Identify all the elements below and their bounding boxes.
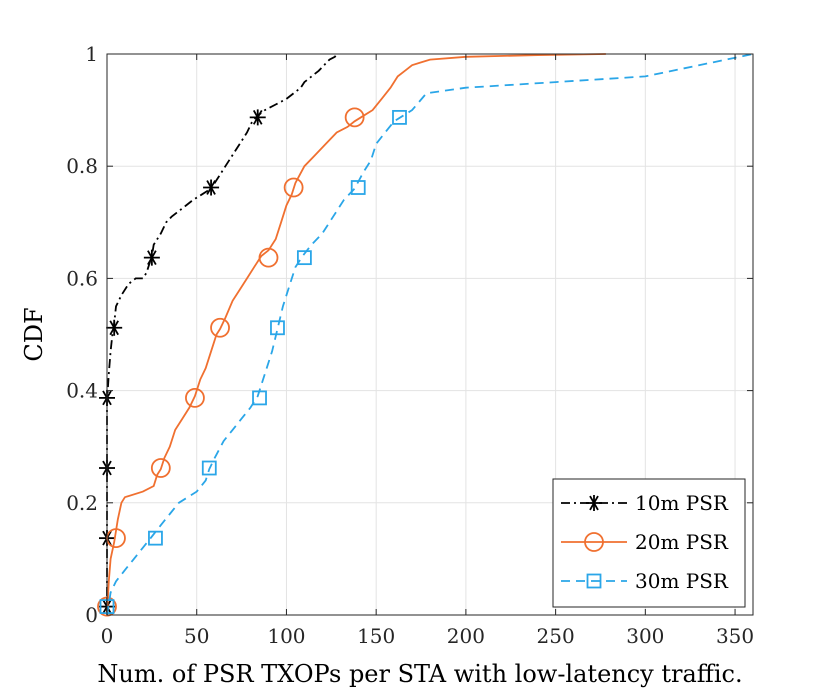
y-tick-label: 0.4	[66, 379, 98, 403]
legend-marker	[586, 573, 602, 589]
data-point-marker	[203, 179, 220, 196]
series-30m-psr	[99, 53, 754, 616]
x-axis-label: Num. of PSR TXOPs per STA with low-laten…	[97, 660, 742, 688]
data-point-marker	[185, 387, 205, 408]
legend-marker	[586, 495, 602, 511]
x-tick-label: 0	[101, 624, 114, 648]
data-point-marker	[143, 249, 160, 266]
x-tick-label: 300	[626, 624, 664, 648]
data-point-marker	[106, 319, 123, 336]
plot-frame	[106, 53, 754, 616]
legend-label: 20m PSR	[635, 530, 729, 554]
x-tick-label: 100	[267, 624, 305, 648]
y-tick-label: 0.8	[66, 154, 98, 178]
x-tick-label: 50	[184, 624, 209, 648]
y-tick-label: 0.2	[66, 491, 98, 515]
data-point-marker	[296, 250, 312, 266]
legend-item: 20m PSR	[561, 530, 729, 554]
series-line	[106, 53, 754, 616]
data-point-marker	[249, 109, 266, 126]
series-line	[106, 53, 338, 615]
x-tick-label: 200	[447, 624, 485, 648]
y-axis-label: CDF	[20, 307, 48, 361]
legend-label: 30m PSR	[635, 569, 729, 593]
data-point-marker	[210, 317, 230, 338]
y-tick-label: 1	[85, 42, 98, 66]
data-point-marker	[201, 460, 217, 476]
legend-label: 10m PSR	[635, 491, 729, 515]
data-point-marker	[270, 320, 285, 336]
data-point-marker	[148, 530, 163, 546]
axis-ticks: 0 50 100 150 200 250 300 350 0 0.2 0.4 0.6 0.8 1	[66, 42, 754, 648]
data-point-marker	[252, 390, 267, 406]
x-tick-label: 250	[537, 624, 575, 648]
legend-item: 10m PSR	[561, 491, 729, 515]
x-tick-label: 350	[716, 624, 754, 648]
data-point-marker	[344, 107, 365, 128]
y-tick-label: 0.6	[66, 266, 98, 290]
data-point-marker	[150, 458, 171, 478]
legend: 10m PSR 20m PSR 30m PSR	[552, 478, 746, 608]
series-20m-psr	[97, 53, 606, 617]
data-point-marker	[283, 177, 304, 198]
y-tick-label: 0	[85, 603, 98, 627]
series-line	[106, 53, 606, 616]
data-point-marker	[392, 109, 407, 125]
data-point-marker	[258, 247, 279, 268]
legend-marker	[584, 532, 604, 552]
legend-item: 30m PSR	[561, 569, 729, 593]
data-point-marker	[350, 180, 366, 195]
x-tick-label: 150	[357, 624, 395, 648]
